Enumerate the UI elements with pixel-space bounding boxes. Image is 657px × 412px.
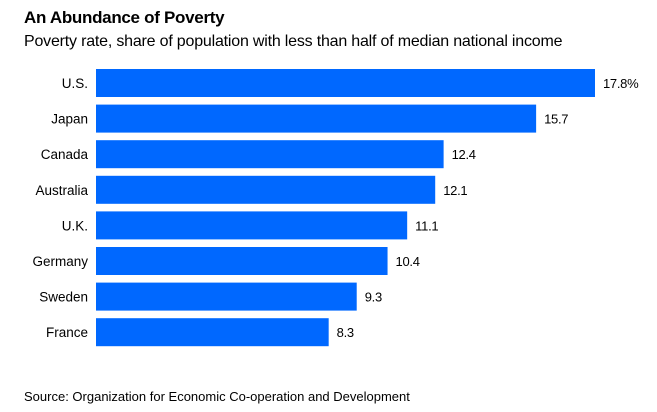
bar-us bbox=[96, 69, 595, 97]
value-label: 12.1 bbox=[443, 183, 467, 198]
bar-uk bbox=[96, 211, 408, 240]
source-note: Source: Organization for Economic Co-ope… bbox=[24, 389, 410, 404]
category-label: Japan bbox=[51, 112, 88, 127]
bar-germany bbox=[96, 247, 388, 275]
bar-canada bbox=[96, 140, 444, 169]
chart-subtitle: Poverty rate, share of population with l… bbox=[24, 33, 563, 50]
category-label: Sweden bbox=[39, 290, 88, 305]
bar-sweden bbox=[96, 282, 357, 311]
value-label: 12.4 bbox=[452, 147, 476, 162]
bar-australia bbox=[96, 175, 436, 204]
value-label: 11.1 bbox=[415, 218, 438, 233]
value-label: 8.3 bbox=[337, 325, 354, 340]
category-label: U.K. bbox=[62, 218, 88, 233]
category-label: U.S. bbox=[62, 76, 88, 91]
category-label: Germany bbox=[32, 254, 88, 269]
bar-japan bbox=[96, 104, 537, 133]
value-label: 9.3 bbox=[365, 290, 382, 305]
bar-france bbox=[96, 318, 329, 347]
bars-group: U.S. 17.8% Japan 15.7 Canada 12.4 Australia 12.… bbox=[32, 69, 639, 347]
value-label: 15.7 bbox=[544, 112, 568, 127]
category-label: France bbox=[46, 325, 88, 340]
chart-title: An Abundance of Poverty bbox=[24, 8, 225, 27]
category-label: Canada bbox=[41, 147, 89, 162]
value-label: 17.8% bbox=[603, 76, 639, 91]
category-label: Australia bbox=[35, 183, 88, 198]
value-label: 10.4 bbox=[396, 254, 420, 269]
